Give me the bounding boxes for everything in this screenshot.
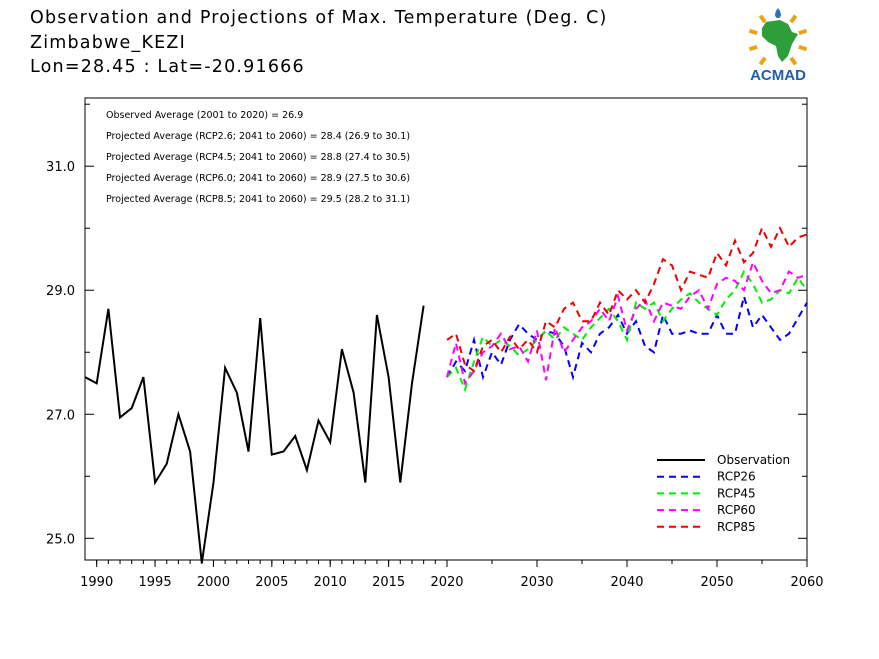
coordinates-label: Lon=28.45 : Lat=-20.91666 bbox=[30, 57, 305, 77]
acmad-logo: ACMAD bbox=[736, 6, 820, 86]
legend: Observation RCP26 RCP45 RCP60 RCP85 bbox=[657, 453, 790, 534]
location-label: Zimbabwe_KEZI bbox=[30, 33, 186, 53]
annotation-line: Projected Average (RCP2.6; 2041 to 2060)… bbox=[106, 131, 410, 142]
annotation-line: Projected Average (RCP6.0; 2041 to 2060)… bbox=[106, 173, 410, 184]
africa-map-icon: ACMAD bbox=[748, 8, 808, 84]
legend-label: Observation bbox=[717, 453, 790, 467]
series-line-observation bbox=[84, 305, 425, 564]
series-line-rcp26 bbox=[446, 292, 808, 381]
series-line-rcp85 bbox=[446, 225, 808, 373]
x-tick-label: 2050 bbox=[700, 575, 733, 590]
series-layer bbox=[84, 225, 808, 564]
x-tick-label: 2000 bbox=[197, 575, 230, 590]
annotation-line: Projected Average (RCP4.5; 2041 to 2060)… bbox=[106, 152, 410, 163]
statistics-annotations: Observed Average (2001 to 2020) = 26.9 Pr… bbox=[106, 110, 410, 205]
logo-text: ACMAD bbox=[750, 67, 806, 84]
x-tick-label: 2005 bbox=[255, 575, 288, 590]
legend-label: RCP85 bbox=[717, 520, 756, 534]
x-tick-label: 2030 bbox=[520, 575, 553, 590]
legend-label: RCP26 bbox=[717, 470, 756, 484]
axis-tick-labels: 25.0 27.0 29.0 31.0 1990 1995 2000 2005 2010 2015… bbox=[46, 160, 824, 590]
x-tick-label: 2060 bbox=[790, 575, 823, 590]
x-tick-label: 2040 bbox=[610, 575, 643, 590]
x-tick-label: 2020 bbox=[430, 575, 463, 590]
annotation-line: Projected Average (RCP8.5; 2041 to 2060)… bbox=[106, 194, 410, 205]
y-tick-label: 25.0 bbox=[46, 532, 75, 547]
x-tick-label: 2010 bbox=[314, 575, 347, 590]
y-tick-label: 31.0 bbox=[46, 160, 75, 175]
legend-label: RCP45 bbox=[717, 486, 756, 500]
x-tick-label: 1995 bbox=[139, 575, 172, 590]
x-tick-label: 1990 bbox=[80, 575, 113, 590]
series-line-rcp60 bbox=[446, 259, 808, 386]
annotation-line: Observed Average (2001 to 2020) = 26.9 bbox=[106, 110, 303, 121]
axis-ticks bbox=[85, 103, 808, 567]
x-tick-label: 2015 bbox=[372, 575, 405, 590]
y-tick-label: 27.0 bbox=[46, 408, 75, 423]
chart-title: Observation and Projections of Max. Temp… bbox=[30, 8, 608, 28]
legend-label: RCP60 bbox=[717, 503, 756, 517]
y-tick-label: 29.0 bbox=[46, 284, 75, 299]
plot-area bbox=[84, 97, 808, 561]
